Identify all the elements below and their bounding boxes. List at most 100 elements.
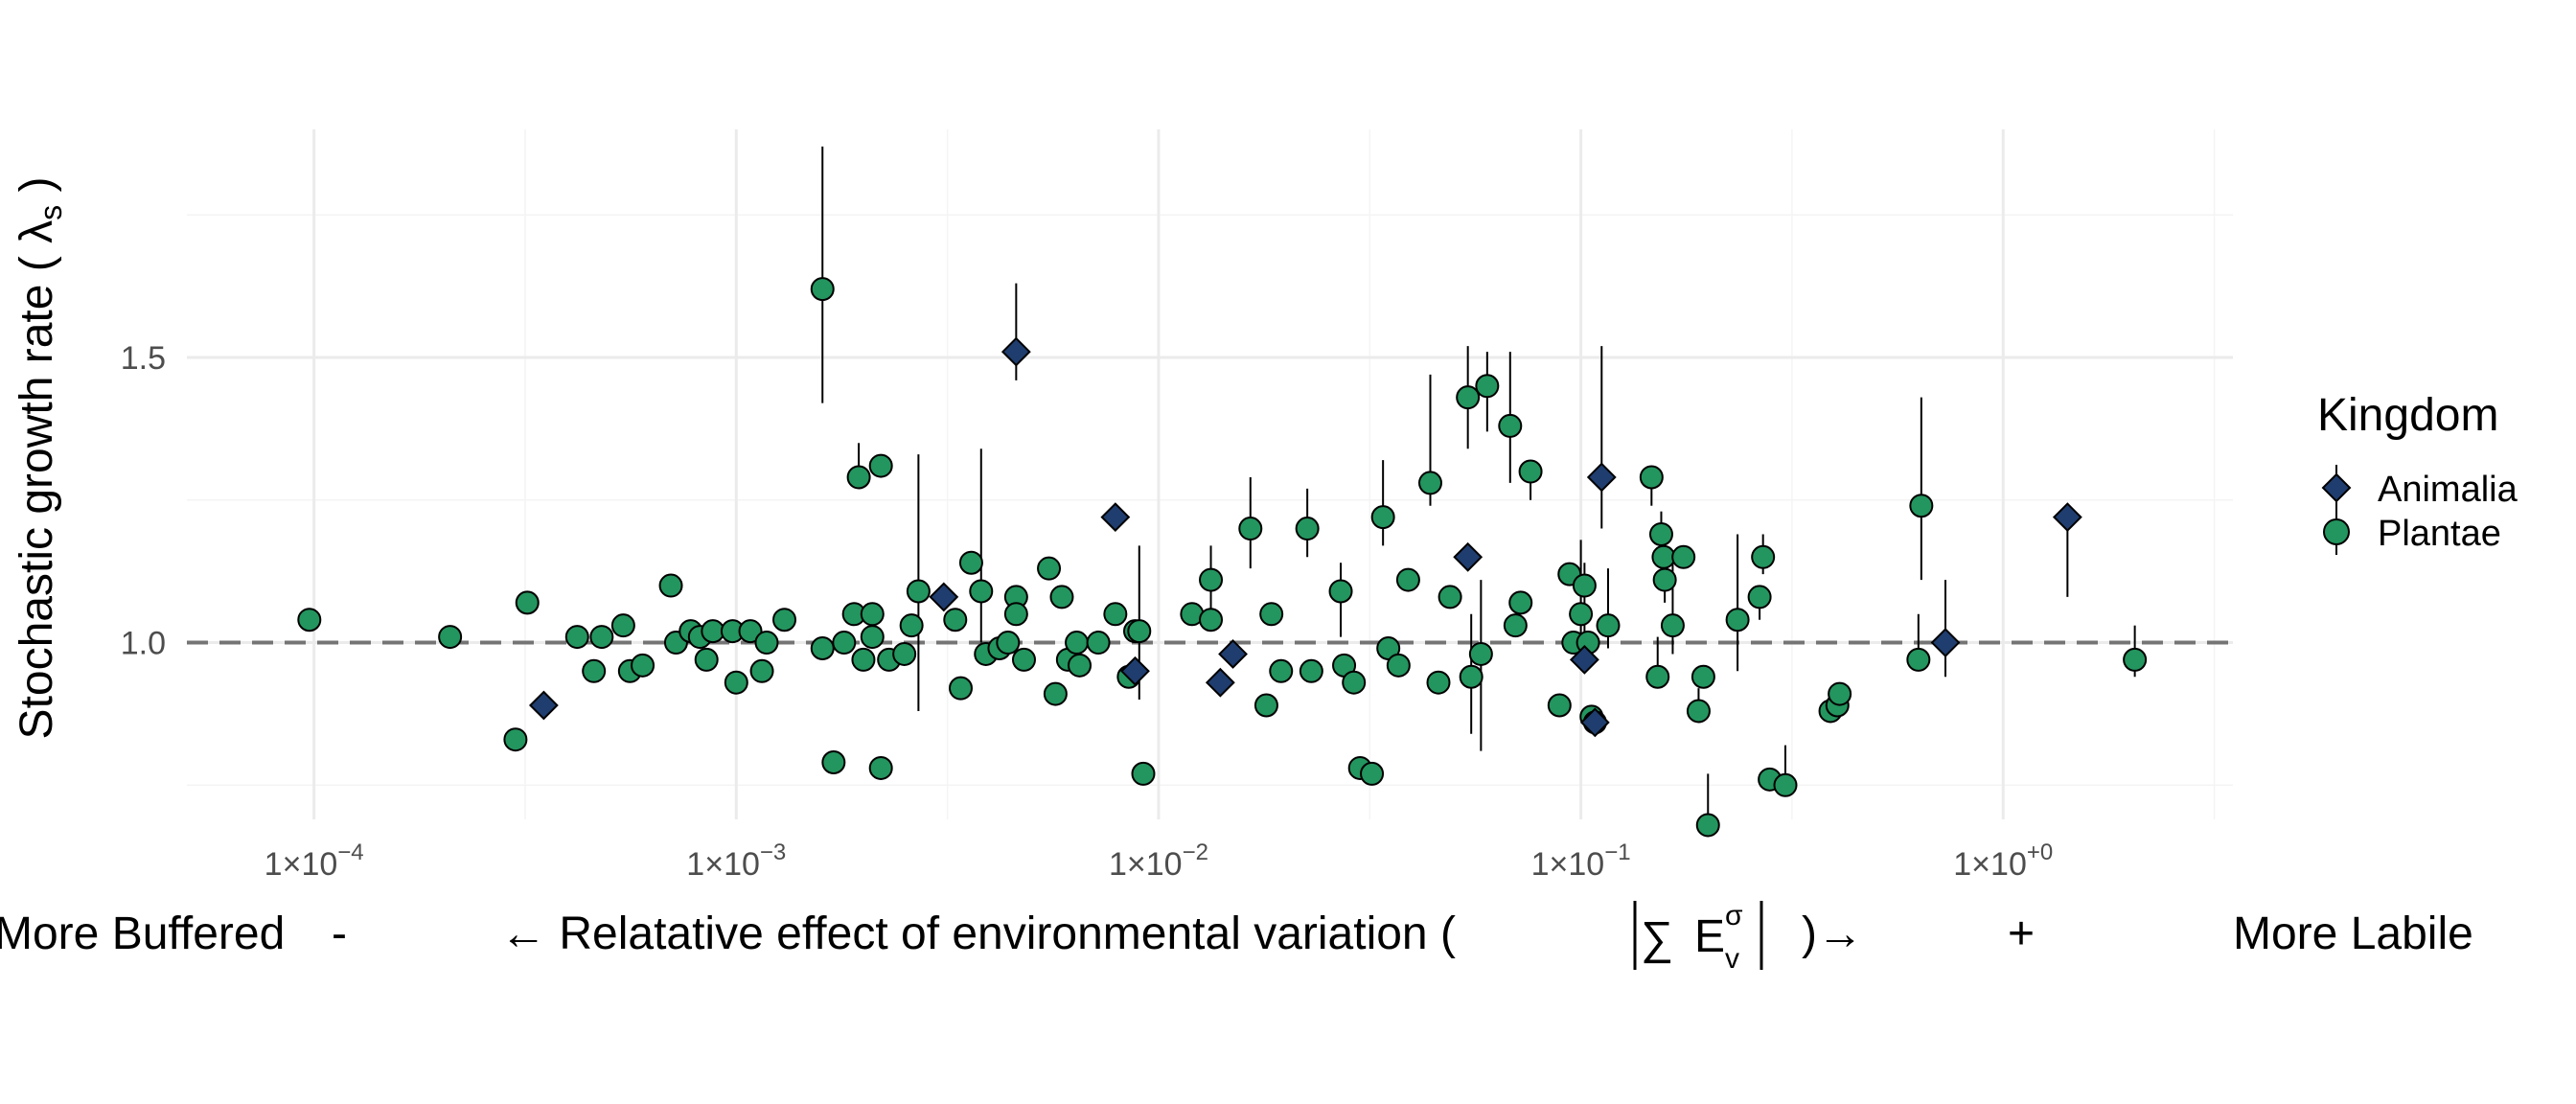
data-point-animalia: [1579, 707, 1610, 738]
data-point-plantae: [860, 602, 885, 627]
y-axis: 1.0 1.5: [121, 340, 166, 662]
data-point-plantae: [2123, 647, 2148, 672]
data-point-plantae: [1468, 641, 1493, 666]
data-point-plantae: [1651, 544, 1676, 569]
data-point-plantae: [1011, 647, 1036, 672]
x-axis-minus-label: -: [332, 908, 347, 959]
data-point-plantae: [1299, 658, 1323, 683]
data-point-plantae: [1518, 459, 1543, 484]
data-point-plantae: [754, 631, 779, 656]
y-axis-title: Stochastic growth rate ( λs ): [12, 177, 68, 740]
data-point-plantae: [1328, 579, 1353, 604]
data-point-plantae: [1547, 693, 1572, 718]
data-point-plantae: [1438, 585, 1462, 610]
data-point-plantae: [1386, 653, 1411, 678]
legend-item-plantae: Plantae: [2323, 509, 2501, 555]
y-tick-label: 1.5: [121, 340, 166, 377]
x-tick-label: 1×10−2: [1109, 840, 1208, 883]
data-point-plantae: [1648, 521, 1673, 546]
x-axis-variable-sup: σ: [1725, 900, 1743, 932]
data-point-plantae: [564, 625, 589, 650]
data-point-animalia: [528, 690, 559, 721]
data-point-animalia: [1453, 541, 1484, 572]
data-point-plantae: [1751, 544, 1776, 569]
data-point-plantae: [1238, 517, 1263, 541]
x-axis-variable: E: [1694, 911, 1725, 962]
data-point-plantae: [943, 608, 968, 632]
data-point-plantae: [1695, 813, 1720, 838]
data-point-plantae: [1127, 619, 1152, 644]
data-point-plantae: [1503, 613, 1528, 638]
x-tick-label: 1×10+0: [1953, 840, 2053, 883]
data-point-animalia: [1930, 628, 1961, 657]
data-point-plantae: [1254, 693, 1278, 718]
data-point-plantae: [1906, 647, 1931, 672]
data-point-animalia: [1586, 462, 1617, 493]
data-point-plantae: [1686, 699, 1711, 724]
data-point-plantae: [1360, 761, 1385, 786]
legend-title: Kingdom: [2317, 390, 2498, 441]
data-point-plantae: [1269, 658, 1294, 683]
x-axis-plus-label: +: [2008, 908, 2035, 959]
data-point-plantae: [1475, 374, 1500, 399]
data-point-plantae: [1037, 556, 1062, 581]
data-point-plantae: [868, 755, 893, 780]
data-point-plantae: [1645, 664, 1670, 689]
data-point-plantae: [906, 579, 931, 604]
x-axis-left-end-label: More Buffered: [0, 908, 285, 959]
data-point-plantae: [1828, 681, 1852, 706]
sum-symbol: ∑: [1641, 913, 1673, 964]
circle-icon: [2323, 518, 2350, 545]
data-point-plantae: [738, 619, 763, 644]
data-point-plantae: [694, 647, 719, 672]
data-point-plantae: [810, 277, 835, 302]
data-point-plantae: [851, 647, 876, 672]
data-point-plantae: [1370, 505, 1395, 530]
data-point-plantae: [846, 465, 871, 490]
legend-label-plantae: Plantae: [2378, 514, 2501, 554]
x-tick-label: 1×10−4: [264, 840, 364, 883]
x-tick-label: 1×10−1: [1531, 840, 1631, 883]
data-point-plantae: [701, 619, 725, 644]
data-point-animalia: [1205, 667, 1235, 698]
x-axis-title: More Buffered - ← Relatative effect of e…: [0, 900, 2473, 975]
y-tick-label: 1.0: [121, 626, 166, 662]
data-point-plantae: [658, 573, 683, 598]
data-point-plantae: [438, 625, 463, 650]
data-point-plantae: [515, 590, 540, 615]
data-point-animalia: [2052, 502, 2082, 533]
data-point-plantae: [1417, 471, 1442, 495]
data-point-plantae: [1068, 653, 1092, 678]
data-point-plantae: [810, 635, 835, 660]
data-point-plantae: [1652, 567, 1677, 592]
data-point-plantae: [1773, 772, 1798, 797]
x-axis: 1×10−4 1×10−3 1×10−2 1×10−1 1×10+0: [264, 840, 2054, 883]
x-tick-label: 1×10−3: [686, 840, 786, 883]
data-point-plantae: [582, 658, 607, 683]
data-point-plantae: [749, 658, 774, 683]
data-point-plantae: [821, 749, 846, 774]
data-point-plantae: [899, 613, 924, 638]
data-point-animalia: [1100, 502, 1131, 533]
data-point-plantae: [1426, 670, 1451, 695]
data-point-animalia: [1120, 656, 1150, 686]
data-point-plantae: [948, 676, 973, 701]
grid: [187, 129, 2233, 819]
data-point-plantae: [1690, 664, 1715, 689]
data-point-plantae: [1725, 608, 1750, 632]
data-point-plantae: [1199, 608, 1224, 632]
data-point-plantae: [969, 579, 994, 604]
data-point-plantae: [996, 631, 1021, 656]
data-point-plantae: [1086, 631, 1111, 656]
data-point-plantae: [503, 727, 528, 752]
data-point-plantae: [1508, 590, 1533, 615]
data-point-plantae: [1043, 681, 1068, 706]
data-point-plantae: [1259, 602, 1284, 627]
x-axis-main-label: ← Relatative effect of environmental var…: [500, 908, 1456, 959]
legend: Kingdom Animalia Plantae: [2317, 390, 2518, 555]
x-axis-close-label: )→: [1802, 908, 1863, 959]
data-point-plantae: [1596, 613, 1621, 638]
data-point-plantae: [1569, 602, 1594, 627]
data-point-plantae: [832, 631, 857, 656]
